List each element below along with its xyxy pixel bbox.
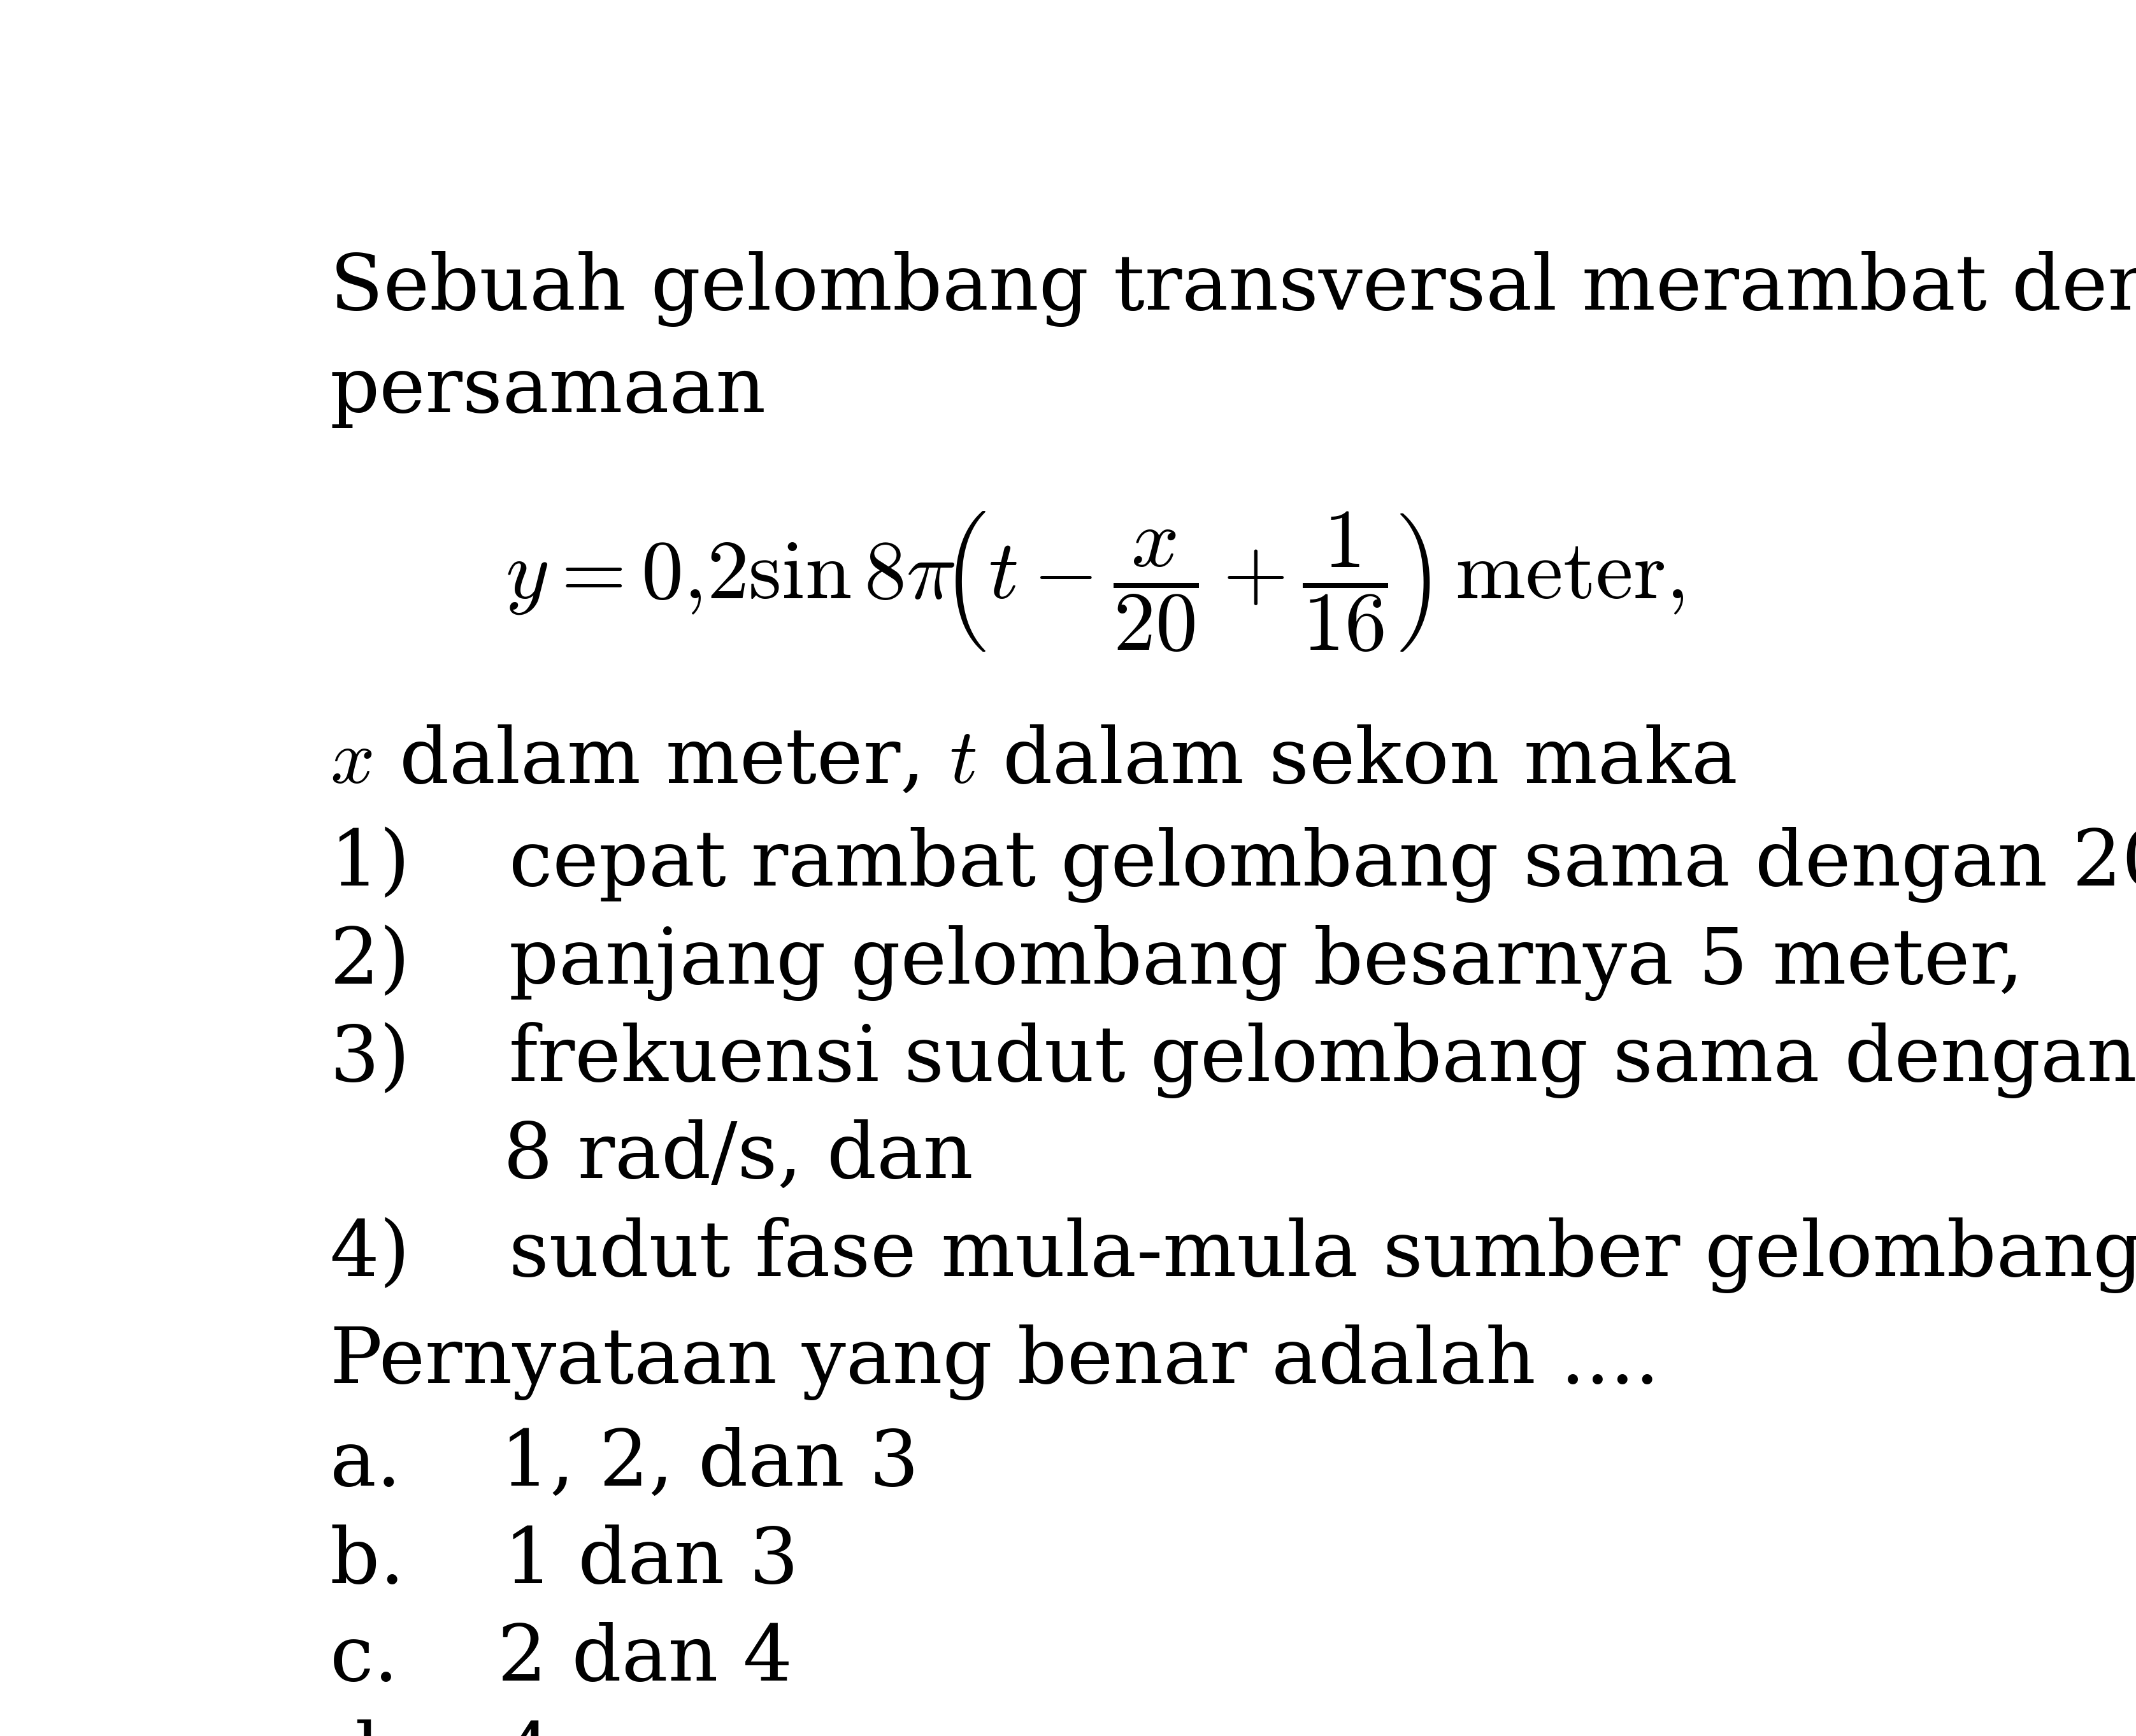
- Text: b.    1 dan 3: b. 1 dan 3: [329, 1524, 799, 1599]
- Text: $y = 0{,}2\sin 8\pi\!\left(t - \dfrac{x}{20} + \dfrac{1}{16}\right)\!\mathrm{\ m: $y = 0{,}2\sin 8\pi\!\left(t - \dfrac{x}…: [506, 510, 1683, 653]
- Text: $x$ dalam meter, $t$ dalam sekon maka: $x$ dalam meter, $t$ dalam sekon maka: [329, 724, 1737, 799]
- Text: 3)    frekuensi sudut gelombang sama dengan: 3) frekuensi sudut gelombang sama dengan: [329, 1023, 2136, 1099]
- Text: c.    2 dan 4: c. 2 dan 4: [329, 1621, 792, 1696]
- Text: 1)    cepat rambat gelombang sama dengan 20 m/s,: 1) cepat rambat gelombang sama dengan 20…: [329, 826, 2136, 903]
- Text: Sebuah gelombang transversal merambat dengan: Sebuah gelombang transversal merambat de…: [329, 252, 2136, 326]
- Text: 4)    sudut fase mula-mula sumber gelombang = 45.: 4) sudut fase mula-mula sumber gelombang…: [329, 1217, 2136, 1293]
- Text: 8 rad/s, dan: 8 rad/s, dan: [329, 1120, 974, 1194]
- Text: 2)    panjang gelombang besarnya 5 meter,: 2) panjang gelombang besarnya 5 meter,: [329, 924, 2023, 1000]
- Text: d.    4: d. 4: [329, 1720, 553, 1736]
- Text: a.    1, 2, dan 3: a. 1, 2, dan 3: [329, 1427, 918, 1502]
- Text: Pernyataan yang benar adalah ....: Pernyataan yang benar adalah ....: [329, 1325, 1660, 1401]
- Text: persamaan: persamaan: [329, 354, 767, 429]
